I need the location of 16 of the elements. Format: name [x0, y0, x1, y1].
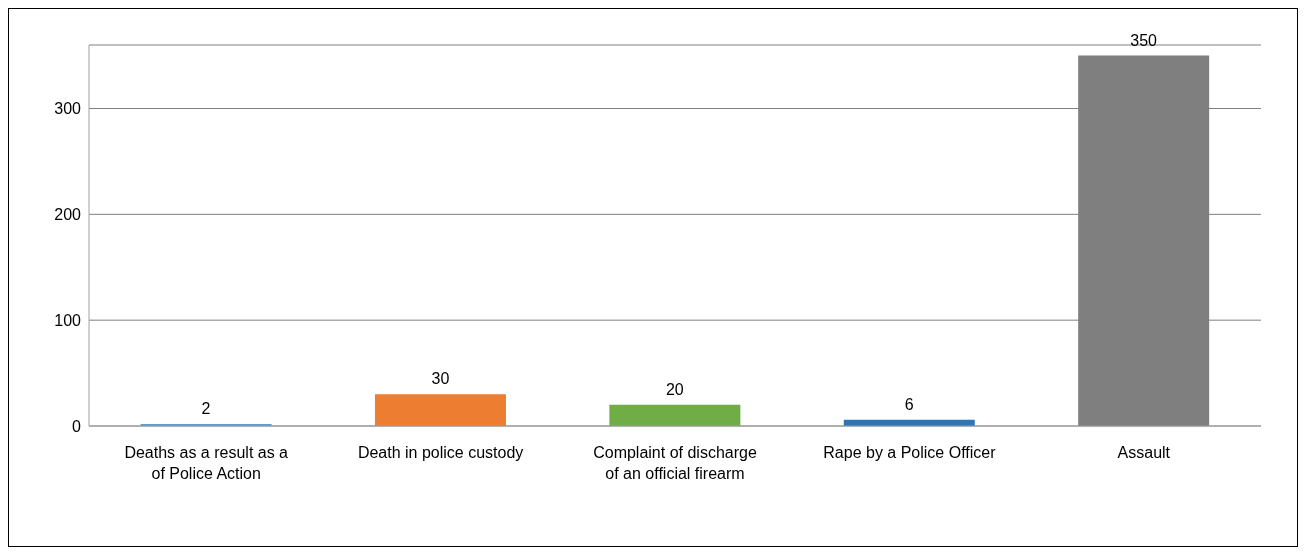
- x-tick-label: Death in police custody: [357, 444, 524, 461]
- y-tick-label: 300: [54, 100, 82, 118]
- data-label: 20: [665, 380, 684, 398]
- bar: [374, 394, 506, 426]
- x-tick-label: Complaint of discharge of an official firearm: [593, 444, 757, 482]
- x-tick-label: Deaths as a result as a of Police Action: [124, 444, 289, 482]
- data-label: 2: [201, 399, 211, 417]
- x-tick-label: Assault: [1117, 444, 1171, 461]
- y-tick-label: 200: [54, 206, 82, 224]
- bar: [609, 404, 741, 426]
- data-label: 350: [1130, 31, 1158, 49]
- x-tick-label: Rape by a Police Officer: [823, 444, 997, 461]
- data-label: 30: [431, 370, 450, 388]
- y-tick-label: 0: [72, 417, 82, 435]
- data-label: 6: [904, 395, 914, 413]
- y-tick-label: 100: [54, 311, 82, 329]
